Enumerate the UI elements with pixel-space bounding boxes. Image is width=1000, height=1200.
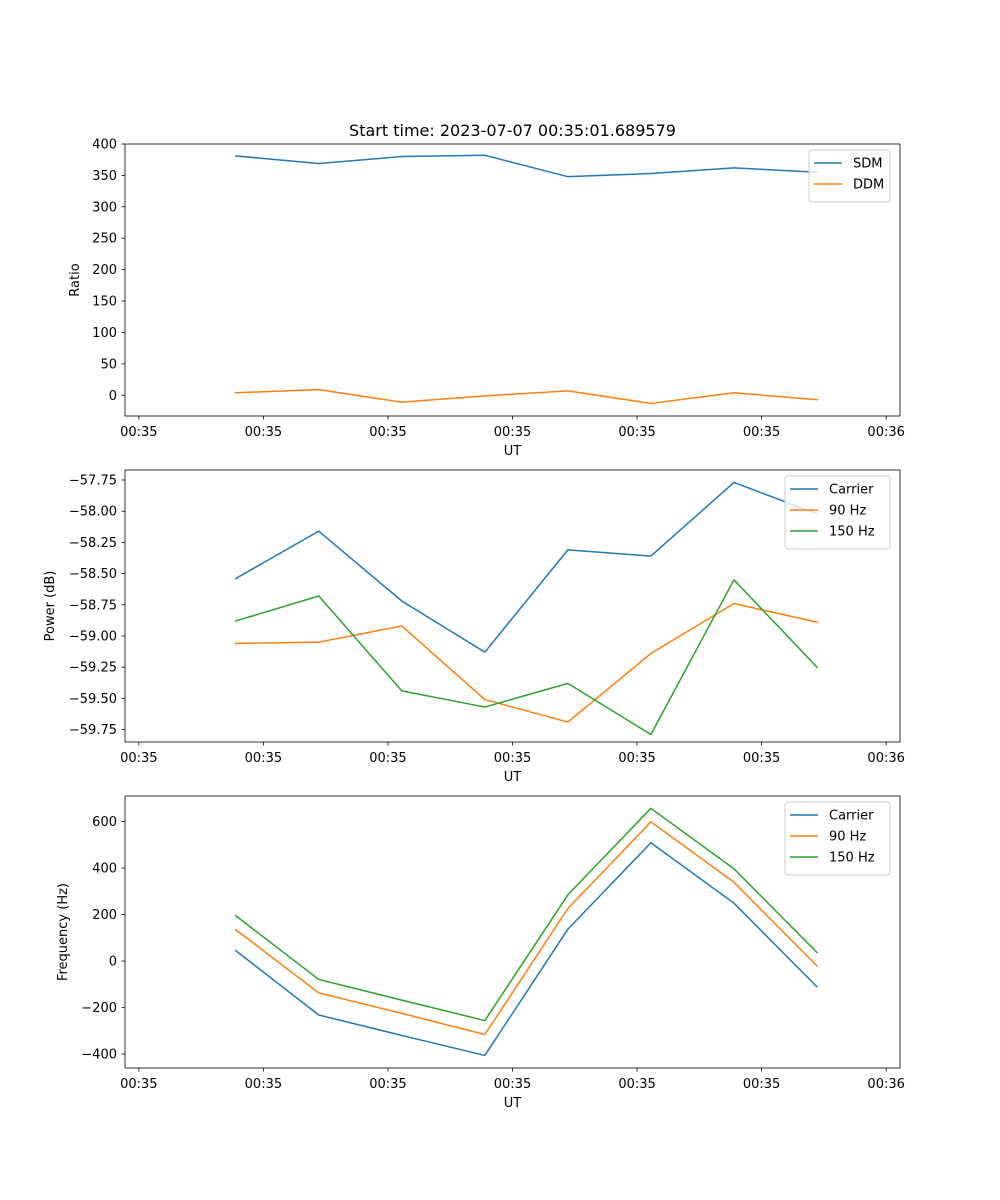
x-axis-label: UT xyxy=(504,444,522,459)
legend-label-ddm: DDM xyxy=(853,178,884,193)
chart-ratio: 00:35 00:35 00:35 00:35 00:35 00:35 00:36 0 50 10… xyxy=(68,138,905,460)
y-tick-label: −58.00 xyxy=(69,505,117,520)
x-axis-label: UT xyxy=(504,770,522,785)
y-tick-label: −200 xyxy=(81,1001,117,1016)
legend: Carrier 90 Hz 150 Hz xyxy=(784,801,891,876)
y-tick-label: 0 xyxy=(109,955,117,970)
y-tick-label: 400 xyxy=(92,862,117,877)
legend-label-sdm: SDM xyxy=(853,157,882,172)
series-line-ddm xyxy=(234,388,818,405)
y-tick-label: −58.50 xyxy=(69,567,117,582)
series-line-150-hz xyxy=(234,579,819,736)
axes-frame xyxy=(124,469,901,743)
x-tick-label: 00:35 xyxy=(494,751,531,766)
y-tick-label: 250 xyxy=(92,232,117,247)
y-tick-label: 300 xyxy=(92,200,117,215)
x-tick-label: 00:35 xyxy=(120,1077,157,1092)
x-tick-label: 00:36 xyxy=(867,1077,904,1092)
y-axis-label: Power (dB) xyxy=(43,571,58,642)
y-tick-label: 50 xyxy=(100,357,117,372)
legend: SDM DDM xyxy=(808,149,891,203)
series-line-carrier xyxy=(234,841,819,1057)
series-line-90-hz xyxy=(234,821,819,1036)
x-tick-label: 00:35 xyxy=(743,425,780,440)
y-tick-label: 400 xyxy=(92,138,117,153)
series-line-sdm xyxy=(234,154,818,178)
plot-area xyxy=(234,481,819,736)
y-tick-label: 600 xyxy=(92,815,117,830)
y-axis-label: Ratio xyxy=(68,263,83,296)
x-tick-label: 00:35 xyxy=(369,751,406,766)
legend-label-150-hz: 150 Hz xyxy=(829,525,875,540)
x-axis-label: UT xyxy=(504,1096,522,1111)
y-tick-label: −59.25 xyxy=(69,661,117,676)
x-tick-label: 00:35 xyxy=(494,425,531,440)
x-tick-label: 00:35 xyxy=(245,1077,282,1092)
legend-label-90-hz: 90 Hz xyxy=(829,830,866,845)
x-tick-label: 00:35 xyxy=(120,751,157,766)
y-tick-label: 350 xyxy=(92,169,117,184)
x-tick-label: 00:35 xyxy=(369,1077,406,1092)
y-axis-label: Frequency (Hz) xyxy=(56,883,71,981)
x-tick-label: 00:35 xyxy=(618,1077,655,1092)
chart-power: 00:35 00:35 00:35 00:35 00:35 00:35 00:36 −59.7… xyxy=(43,469,905,785)
legend-label-carrier: Carrier xyxy=(829,483,874,498)
chart-frequency: 00:35 00:35 00:35 00:35 00:35 00:35 00:36 −400 −… xyxy=(56,795,905,1111)
legend-label-carrier: Carrier xyxy=(829,809,874,824)
y-tick-label: 150 xyxy=(92,295,117,310)
y-tick-label: −400 xyxy=(81,1048,117,1063)
legend-label-90-hz: 90 Hz xyxy=(829,504,866,519)
series-line-90-hz xyxy=(234,602,818,723)
legend-label-150-hz: 150 Hz xyxy=(829,851,875,866)
x-tick-label: 00:36 xyxy=(867,425,904,440)
axes-frame xyxy=(124,143,901,417)
y-tick-label: 200 xyxy=(92,908,117,923)
x-tick-label: 00:35 xyxy=(743,751,780,766)
y-tick-label: 100 xyxy=(92,326,117,341)
series-line-150-hz xyxy=(234,807,819,1022)
y-tick-label: −59.50 xyxy=(69,692,117,707)
y-tick-label: −58.25 xyxy=(69,536,117,551)
series-line-carrier xyxy=(234,481,818,653)
figure-title: Start time: 2023-07-07 00:35:01.689579 xyxy=(349,121,676,140)
x-tick-label: 00:35 xyxy=(369,425,406,440)
x-tick-label: 00:35 xyxy=(618,751,655,766)
x-tick-label: 00:35 xyxy=(618,425,655,440)
y-tick-label: 0 xyxy=(109,389,117,404)
x-tick-label: 00:35 xyxy=(245,425,282,440)
legend: Carrier 90 Hz 150 Hz xyxy=(784,475,891,550)
x-tick-label: 00:36 xyxy=(867,751,904,766)
y-tick-label: −59.00 xyxy=(69,629,117,644)
y-tick-label: 200 xyxy=(92,263,117,278)
x-tick-label: 00:35 xyxy=(743,1077,780,1092)
y-tick-label: −57.75 xyxy=(69,473,117,488)
y-tick-label: −59.75 xyxy=(69,723,117,738)
x-tick-label: 00:35 xyxy=(120,425,157,440)
plot-area xyxy=(234,154,818,405)
x-tick-label: 00:35 xyxy=(245,751,282,766)
plot-area xyxy=(234,807,819,1057)
x-tick-label: 00:35 xyxy=(494,1077,531,1092)
y-tick-label: −58.75 xyxy=(69,598,117,613)
